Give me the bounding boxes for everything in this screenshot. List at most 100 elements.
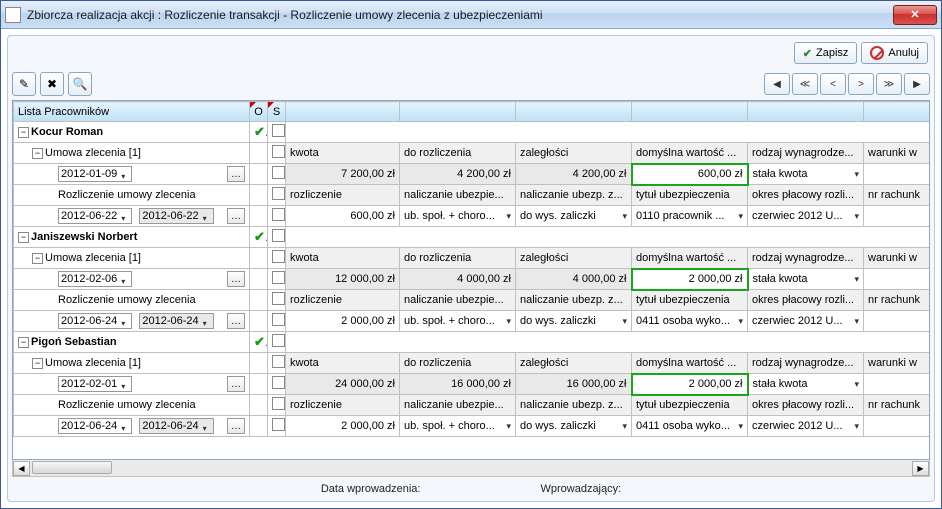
chevron-down-icon xyxy=(852,210,859,222)
rozl-val-cell[interactable]: 600,00 zł xyxy=(286,206,400,227)
dropdown-cell[interactable]: stała kwota xyxy=(753,378,860,390)
rodzaj-cell[interactable]: stała kwota xyxy=(748,374,864,395)
domyslna-cell[interactable]: 2 000,00 zł xyxy=(632,269,748,290)
dropdown-cell[interactable]: 0411 osoba wyko... xyxy=(636,420,743,432)
dropdown-cell[interactable]: stała kwota xyxy=(753,273,860,285)
dropdown-cell[interactable]: ub. społ. + choro... xyxy=(404,210,511,222)
ellipsis-button[interactable]: … xyxy=(227,376,245,392)
scroll-thumb[interactable] xyxy=(32,461,112,474)
date-input[interactable]: 2012-01-09 xyxy=(58,166,132,182)
ubezp-cell[interactable]: ub. społ. + choro... xyxy=(400,206,516,227)
checkbox[interactable] xyxy=(272,208,285,221)
horizontal-scrollbar[interactable]: ◀ ▶ xyxy=(12,460,930,477)
cell: naliczanie ubezpie... xyxy=(400,395,516,416)
date-input[interactable]: 2012-02-06 xyxy=(58,271,132,287)
date-input[interactable]: 2012-06-22 xyxy=(58,208,132,224)
rozl-val-cell[interactable]: 2 000,00 zł xyxy=(286,416,400,437)
chevron-down-icon xyxy=(504,420,511,432)
ellipsis-button[interactable]: … xyxy=(227,313,245,329)
domyslna-cell[interactable]: 600,00 zł xyxy=(632,164,748,185)
dropdown-cell[interactable]: 0110 pracownik ... xyxy=(636,210,743,222)
expander-icon[interactable]: − xyxy=(32,148,43,159)
tytul-cell[interactable]: 0411 osoba wyko... xyxy=(632,311,748,332)
rodzaj-cell[interactable]: stała kwota xyxy=(748,164,864,185)
ubezp-cell[interactable]: ub. społ. + choro... xyxy=(400,311,516,332)
tytul-cell[interactable]: 0411 osoba wyko... xyxy=(632,416,748,437)
search-icon-button[interactable]: 🔍 xyxy=(68,72,92,96)
checkbox[interactable] xyxy=(272,418,285,431)
checkbox[interactable] xyxy=(272,124,285,137)
expander-icon[interactable]: − xyxy=(18,127,29,138)
ellipsis-button[interactable]: … xyxy=(227,166,245,182)
close-button[interactable]: ✕ xyxy=(893,5,937,25)
date-input[interactable]: 2012-06-22 xyxy=(139,208,213,224)
dropdown-cell[interactable]: do wys. zaliczki xyxy=(520,210,627,222)
dropdown-cell[interactable]: ub. społ. + choro... xyxy=(404,420,511,432)
scroll-track[interactable] xyxy=(30,461,912,476)
header-s[interactable]: S xyxy=(268,102,286,122)
checkbox[interactable] xyxy=(272,355,285,368)
checkbox[interactable] xyxy=(272,334,285,347)
scroll-left-button[interactable]: ◀ xyxy=(13,461,30,476)
ubezp-z-cell[interactable]: do wys. zaliczki xyxy=(516,206,632,227)
expander-icon[interactable]: − xyxy=(32,358,43,369)
header-o[interactable]: O xyxy=(250,102,268,122)
header-lista[interactable]: Lista Pracowników xyxy=(14,102,250,122)
dropdown-cell[interactable]: czerwiec 2012 U... xyxy=(752,315,859,327)
scroll-right-button[interactable]: ▶ xyxy=(912,461,929,476)
nav-fast-back-button[interactable]: ≪ xyxy=(792,73,818,95)
checkbox[interactable] xyxy=(272,250,285,263)
checkbox[interactable] xyxy=(272,229,285,242)
expander-icon[interactable]: − xyxy=(32,253,43,264)
cell: nr rachunk xyxy=(864,290,931,311)
dropdown-cell[interactable]: do wys. zaliczki xyxy=(520,315,627,327)
ellipsis-button[interactable]: … xyxy=(227,271,245,287)
checkbox[interactable] xyxy=(272,187,285,200)
okres-cell[interactable]: czerwiec 2012 U... xyxy=(748,206,864,227)
date-input[interactable]: 2012-02-01 xyxy=(58,376,132,392)
dropdown-cell[interactable]: czerwiec 2012 U... xyxy=(752,420,859,432)
checkbox[interactable] xyxy=(272,271,285,284)
nav-back-button[interactable]: < xyxy=(820,73,846,95)
do-rozl-cell: 16 000,00 zł xyxy=(400,374,516,395)
expander-icon[interactable]: − xyxy=(18,232,29,243)
worker-row[interactable]: −Pigoń Sebastian ✔ xyxy=(14,332,931,353)
date-input[interactable]: 2012-06-24 xyxy=(58,418,132,434)
checkbox[interactable] xyxy=(272,166,285,179)
nav-last-button[interactable]: ▶ xyxy=(904,73,930,95)
checkbox[interactable] xyxy=(272,376,285,389)
nav-first-button[interactable]: ◀ xyxy=(764,73,790,95)
dropdown-cell[interactable]: 0411 osoba wyko... xyxy=(636,315,743,327)
ellipsis-button[interactable]: … xyxy=(227,208,245,224)
dropdown-cell[interactable]: ub. społ. + choro... xyxy=(404,315,511,327)
nav-fast-fwd-button[interactable]: ≫ xyxy=(876,73,902,95)
dropdown-cell[interactable]: do wys. zaliczki xyxy=(520,420,627,432)
save-button[interactable]: Zapisz xyxy=(794,42,858,64)
domyslna-cell[interactable]: 2 000,00 zł xyxy=(632,374,748,395)
ubezp-z-cell[interactable]: do wys. zaliczki xyxy=(516,311,632,332)
okres-cell[interactable]: czerwiec 2012 U... xyxy=(748,311,864,332)
ubezp-cell[interactable]: ub. społ. + choro... xyxy=(400,416,516,437)
rodzaj-cell[interactable]: stała kwota xyxy=(748,269,864,290)
dropdown-cell[interactable]: czerwiec 2012 U... xyxy=(752,210,859,222)
worker-row[interactable]: −Kocur Roman ✔ xyxy=(14,122,931,143)
ellipsis-button[interactable]: … xyxy=(227,418,245,434)
okres-cell[interactable]: czerwiec 2012 U... xyxy=(748,416,864,437)
expander-icon[interactable]: − xyxy=(18,337,29,348)
rozl-val-cell[interactable]: 2 000,00 zł xyxy=(286,311,400,332)
dropdown-cell[interactable]: stała kwota xyxy=(753,168,860,180)
checkbox[interactable] xyxy=(272,313,285,326)
checkbox[interactable] xyxy=(272,397,285,410)
tytul-cell[interactable]: 0110 pracownik ... xyxy=(632,206,748,227)
nav-fwd-button[interactable]: > xyxy=(848,73,874,95)
checkbox[interactable] xyxy=(272,145,285,158)
edit-icon-button[interactable]: ✎ xyxy=(12,72,36,96)
ubezp-z-cell[interactable]: do wys. zaliczki xyxy=(516,416,632,437)
worker-row[interactable]: −Janiszewski Norbert ✔ xyxy=(14,227,931,248)
checkbox[interactable] xyxy=(272,292,285,305)
date-input[interactable]: 2012-06-24 xyxy=(139,418,213,434)
cancel-button[interactable]: Anuluj xyxy=(861,42,928,64)
tools-icon-button[interactable]: ✖ xyxy=(40,72,64,96)
date-input[interactable]: 2012-06-24 xyxy=(58,313,132,329)
date-input[interactable]: 2012-06-24 xyxy=(139,313,213,329)
